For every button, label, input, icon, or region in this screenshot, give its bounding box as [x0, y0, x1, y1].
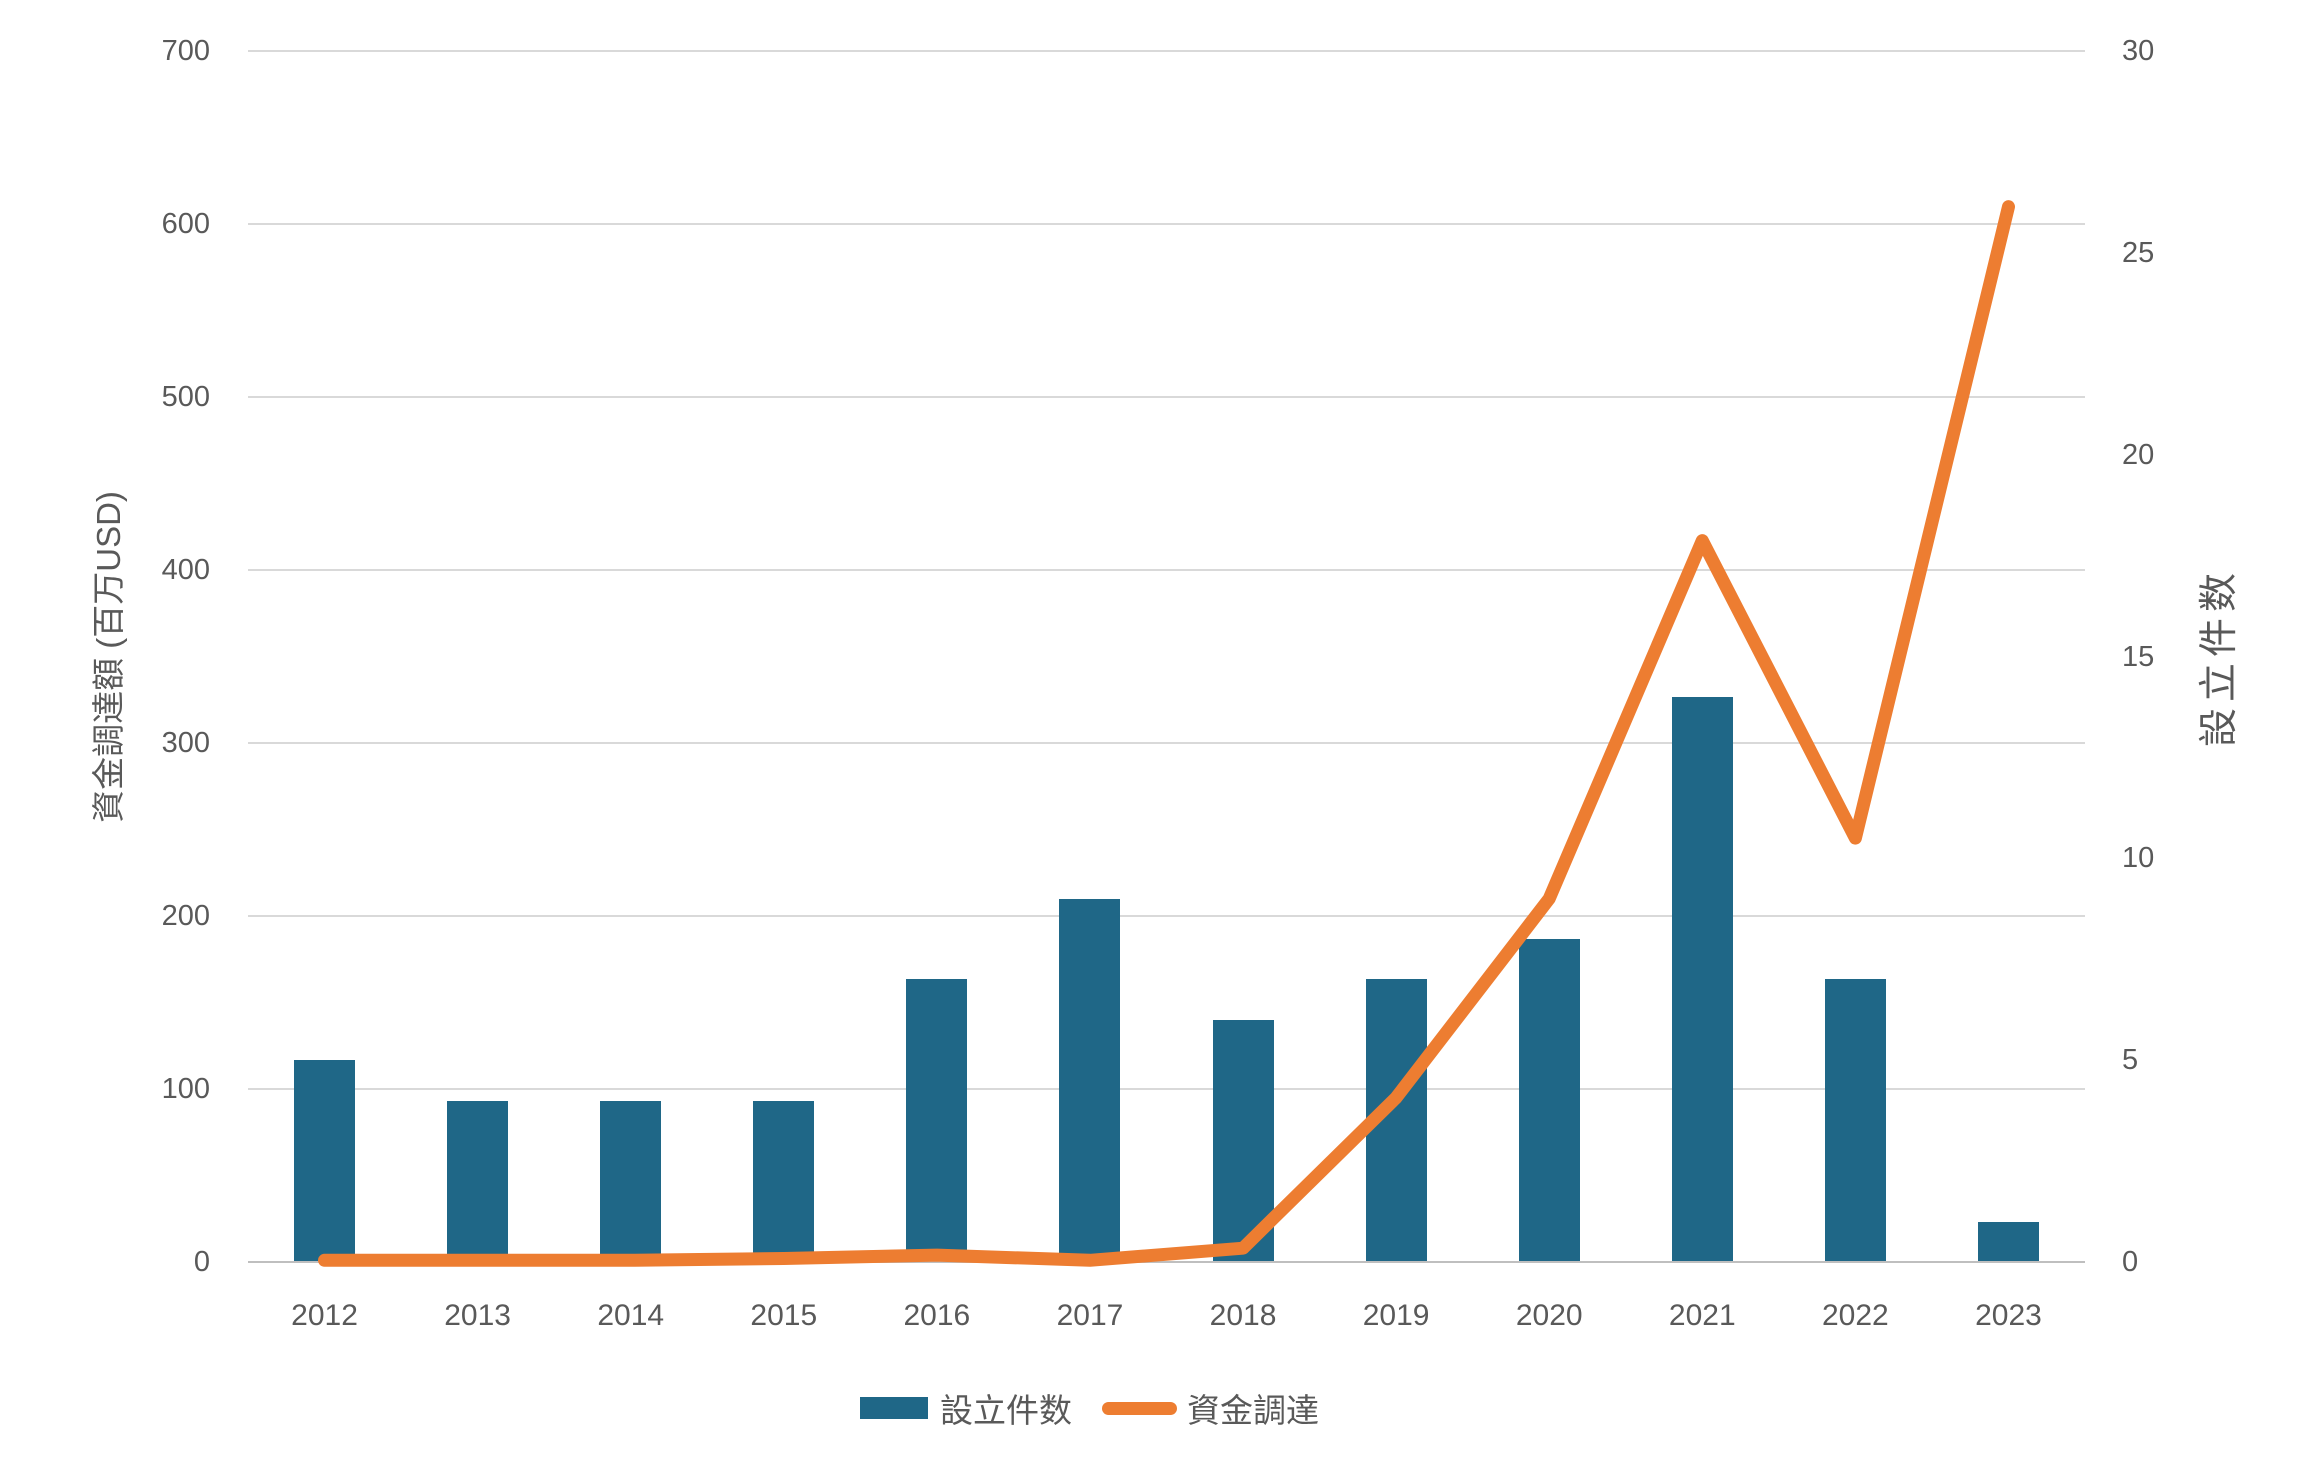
left-axis-tick-label: 200 [161, 900, 210, 932]
left-axis-tick-label: 400 [161, 554, 210, 586]
right-axis-title: 設立件数 [2198, 566, 2241, 747]
line-series-swatch [1102, 1401, 1177, 1415]
left-axis-tick-label: 0 [193, 1246, 210, 1278]
x-axis-label-2014: 2014 [597, 1299, 665, 1332]
gridline [248, 50, 2085, 52]
x-axis-label-2023: 2023 [1975, 1299, 2042, 1332]
gridline [248, 1088, 2085, 1090]
right-axis-tick-label: 5 [2122, 1044, 2139, 1077]
left-axis-tick-label: 500 [161, 381, 210, 413]
x-axis-label-2013: 2013 [444, 1299, 511, 1332]
gridline [248, 396, 2085, 398]
bar-2021 [1671, 696, 1733, 1261]
gridline [248, 742, 2085, 744]
legend: 設立件数 資金調達 [860, 1384, 1319, 1432]
x-axis-label-2015: 2015 [750, 1299, 818, 1332]
gridline [248, 223, 2085, 225]
x-axis-label-2018: 2018 [1209, 1299, 1277, 1332]
bar-2017 [1059, 898, 1121, 1261]
right-axis-tick-label: 10 [2122, 842, 2155, 875]
right-axis-tick-label: 15 [2122, 640, 2155, 673]
x-axis-label-2016: 2016 [903, 1299, 971, 1332]
right-axis-tick-label: 25 [2122, 236, 2155, 269]
bar-2014 [600, 1100, 662, 1261]
bar-series-swatch [860, 1397, 928, 1419]
x-axis-label-2019: 2019 [1362, 1299, 1430, 1332]
bar-2016 [906, 979, 968, 1261]
left-axis-title: 資金調達額 (百万USD) [90, 490, 127, 823]
x-axis-line [248, 1261, 2085, 1263]
left-axis-tick-label: 700 [161, 35, 210, 67]
bar-2022 [1824, 979, 1886, 1261]
right-axis-tick-label: 20 [2122, 438, 2155, 471]
x-axis-label-2020: 2020 [1515, 1299, 1583, 1332]
x-axis-label-2012: 2012 [291, 1299, 358, 1332]
x-axis-label-2021: 2021 [1668, 1299, 1736, 1332]
right-axis-tick-label: 0 [2122, 1246, 2139, 1278]
x-axis-label-2022: 2022 [1822, 1299, 1889, 1332]
left-axis-tick-label: 300 [161, 727, 210, 759]
legend-label-line: 資金調達 [1187, 1392, 1319, 1429]
right-axis-tick-label: 30 [2122, 35, 2155, 67]
funding-line [318, 200, 2015, 1267]
legend-label-bar: 設立件数 [940, 1392, 1072, 1429]
bar-2020 [1518, 939, 1580, 1261]
legend-item-bar: 設立件数 [860, 1384, 1072, 1432]
bar-2012 [294, 1060, 356, 1261]
gridline [248, 569, 2085, 571]
bar-2015 [753, 1100, 815, 1261]
legend-item-line: 資金調達 [1102, 1384, 1319, 1432]
left-axis-tick-label: 100 [161, 1073, 210, 1105]
bar-2013 [447, 1100, 509, 1261]
left-axis-tick-label: 600 [161, 208, 210, 240]
bar-2023 [1977, 1221, 2039, 1261]
gridline [248, 915, 2085, 917]
x-axis-label-2017: 2017 [1056, 1299, 1124, 1332]
